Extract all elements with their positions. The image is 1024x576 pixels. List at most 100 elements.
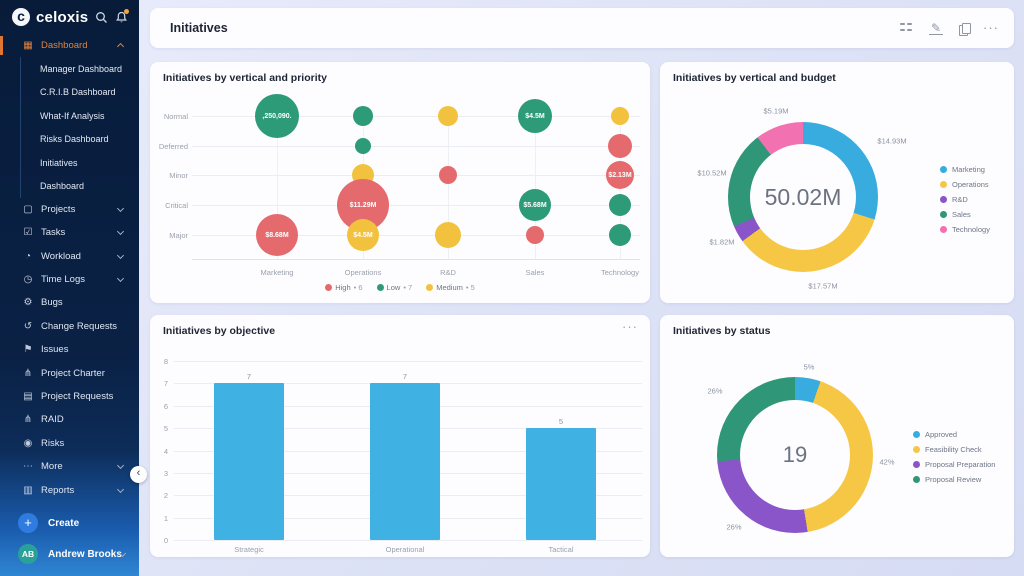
bubble-sales-normal[interactable]: $4.5M bbox=[518, 99, 552, 133]
sidebar-subitem-risks-dashboard[interactable]: Risks Dashboard bbox=[0, 127, 139, 152]
bubble-operations-major[interactable]: $4.5M bbox=[347, 219, 379, 251]
bubble-operations-normal[interactable] bbox=[353, 106, 373, 126]
legend-item-approved[interactable]: Approved bbox=[913, 427, 995, 442]
legend-item-sales[interactable]: Sales bbox=[940, 207, 990, 222]
notifications-bell-icon[interactable] bbox=[113, 9, 129, 25]
sidebar-item-raid[interactable]: ⋔ RAID bbox=[0, 408, 139, 431]
bubble-legend: High • 6 Low • 7 Medium • 5 bbox=[150, 283, 650, 292]
bubble-marketing-normal[interactable]: ,250,090. bbox=[255, 94, 299, 138]
bubble-technology-critical[interactable] bbox=[609, 194, 631, 216]
copy-icon[interactable] bbox=[959, 22, 971, 36]
chevron-down-icon bbox=[118, 549, 127, 557]
legend-swatch bbox=[426, 284, 434, 291]
edit-icon[interactable]: ✎ bbox=[929, 20, 943, 35]
legend-item-medium[interactable]: Medium • 5 bbox=[426, 283, 475, 292]
sidebar-item-tasks[interactable]: ☑ Tasks bbox=[0, 221, 139, 244]
sidebar-item-dashboard[interactable]: ▦ Dashboard bbox=[0, 34, 139, 57]
bubble-technology-major[interactable] bbox=[609, 224, 631, 246]
notification-dot bbox=[124, 9, 129, 14]
bubble-technology-deferred[interactable] bbox=[608, 134, 632, 158]
legend-swatch bbox=[325, 284, 333, 291]
sidebar-item-label: Project Charter bbox=[41, 367, 105, 379]
sidebar-item-issues[interactable]: ⚑ Issues bbox=[0, 338, 139, 361]
slice-label-technology: $5.19M bbox=[763, 106, 789, 116]
y-axis-tick: 8 bbox=[163, 357, 168, 366]
time-logs-icon: ◷ bbox=[23, 274, 33, 286]
user-menu[interactable]: AB Andrew Brooks bbox=[0, 538, 139, 570]
legend-item-technology[interactable]: Technology bbox=[940, 222, 990, 237]
legend-swatch bbox=[913, 446, 920, 453]
x-axis-label: Tactical bbox=[548, 545, 574, 554]
legend-swatch bbox=[940, 196, 947, 203]
card-more-options-icon[interactable]: ··· bbox=[622, 319, 638, 334]
sidebar-item-bugs[interactable]: ⚙ Bugs bbox=[0, 291, 139, 314]
x-axis-label: R&D bbox=[440, 268, 456, 277]
create-button[interactable]: + Create bbox=[0, 508, 139, 538]
legend-item-proposal-review[interactable]: Proposal Review bbox=[913, 472, 995, 487]
legend-item-r-d[interactable]: R&D bbox=[940, 192, 990, 207]
legend-item-low[interactable]: Low • 7 bbox=[376, 283, 412, 292]
bar-tactical[interactable] bbox=[526, 428, 596, 540]
grid-line bbox=[174, 361, 642, 362]
y-axis-tick: 7 bbox=[163, 379, 168, 389]
sidebar-item-more[interactable]: ⋯ More bbox=[0, 455, 139, 478]
legend-item-operations[interactable]: Operations bbox=[940, 177, 990, 192]
bubble-r-d-normal[interactable] bbox=[438, 106, 458, 126]
sidebar-subitem-manager-dashboard[interactable]: Manager Dashboard bbox=[0, 57, 139, 82]
sidebar-item-project-charter[interactable]: ⋔ Project Charter bbox=[0, 361, 139, 384]
legend-label: Approved bbox=[925, 430, 958, 439]
sidebar-item-risks[interactable]: ◉ Risks bbox=[0, 432, 139, 455]
sidebar-item-workload[interactable]: ◔ Workload bbox=[0, 245, 139, 268]
sidebar-collapse-button[interactable]: ‹ bbox=[130, 466, 147, 483]
bubble-sales-major[interactable] bbox=[526, 226, 544, 244]
bubble-sales-critical[interactable]: $5.68M bbox=[519, 189, 551, 221]
legend-swatch bbox=[913, 431, 920, 438]
bubble-technology-minor[interactable]: $2.13M bbox=[606, 161, 634, 189]
projects-icon: ▢ bbox=[23, 203, 33, 215]
bubble-marketing-major[interactable]: $8.68M bbox=[256, 214, 298, 256]
grid-line bbox=[192, 175, 640, 176]
sidebar-item-label: Dashboard bbox=[41, 40, 88, 52]
sidebar-subitem-what-if-analysis[interactable]: What-If Analysis bbox=[0, 104, 139, 128]
legend-item-feasibility-check[interactable]: Feasibility Check bbox=[913, 442, 995, 457]
x-axis-label: Technology bbox=[601, 268, 639, 277]
bubble-technology-normal[interactable] bbox=[611, 107, 629, 125]
sidebar-item-project-requests[interactable]: ▤ Project Requests bbox=[0, 385, 139, 408]
more-options-icon[interactable]: ··· bbox=[983, 20, 999, 35]
sidebar-item-label: RAID bbox=[41, 414, 64, 426]
sidebar-item-time-logs[interactable]: ◷ Time Logs bbox=[0, 268, 139, 291]
bubble-r-d-major[interactable] bbox=[435, 222, 461, 248]
legend-item-proposal-preparation[interactable]: Proposal Preparation bbox=[913, 457, 995, 472]
sidebar-subitem-c-r-i-b-dashboard[interactable]: C.R.I.B Dashboard bbox=[0, 80, 139, 105]
sidebar-item-change-requests[interactable]: ↺ Change Requests bbox=[0, 315, 139, 338]
sidebar-subitem-initiatives[interactable]: Initiatives bbox=[0, 150, 139, 175]
slice-label-feasibility-check: 42% bbox=[879, 457, 895, 467]
slice-label-sales: $10.52M bbox=[697, 168, 727, 178]
sidebar-item-projects[interactable]: ▢ Projects bbox=[0, 198, 139, 221]
search-icon[interactable] bbox=[93, 9, 109, 25]
bubble-r-d-minor[interactable] bbox=[439, 166, 457, 184]
header-actions: ✎ ··· bbox=[899, 20, 999, 36]
bar-strategic[interactable] bbox=[214, 383, 284, 540]
sidebar-subitem-dashboard[interactable]: Dashboard bbox=[0, 174, 139, 199]
bar-operational[interactable] bbox=[370, 383, 440, 540]
card-initiatives-by-vertical-and-budget: Initiatives by vertical and budget 50.02… bbox=[660, 62, 1014, 303]
flag-icon: ⚑ bbox=[23, 344, 33, 356]
legend-item-marketing[interactable]: Marketing bbox=[940, 162, 990, 177]
legend-swatch bbox=[376, 284, 384, 291]
y-axis-label: Deferred bbox=[158, 142, 188, 151]
main-content: Initiatives ✎ ··· Initiatives by vertica… bbox=[139, 0, 1024, 576]
legend-label: Sales bbox=[952, 210, 971, 219]
sidebar-item-label: Initiatives bbox=[40, 157, 78, 168]
sidebar-item-label: Project Requests bbox=[41, 391, 114, 403]
logo-text: celoxis bbox=[36, 8, 89, 26]
sidebar-item-label: More bbox=[41, 461, 63, 473]
sidebar-item-reports[interactable]: ▥ Reports bbox=[0, 478, 139, 501]
bubble-operations-deferred[interactable] bbox=[355, 138, 371, 154]
x-axis-label: Operational bbox=[385, 545, 425, 554]
chevron-down-icon bbox=[116, 251, 125, 259]
legend-label: Marketing bbox=[952, 165, 985, 174]
legend-item-high[interactable]: High • 6 bbox=[325, 283, 363, 292]
bug-icon: ⚙ bbox=[23, 297, 33, 309]
dashboard-layout-icon[interactable] bbox=[899, 21, 913, 35]
